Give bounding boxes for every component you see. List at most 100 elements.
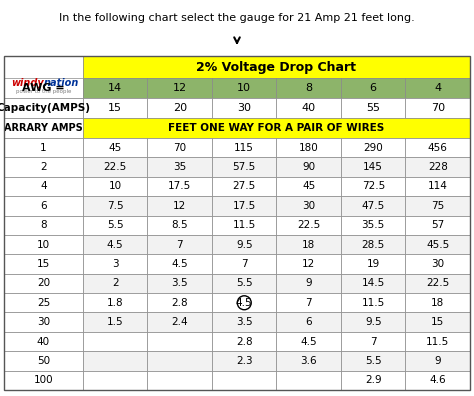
Text: 2.8: 2.8 <box>236 337 253 346</box>
Text: 2.3: 2.3 <box>236 356 253 366</box>
Bar <box>405 274 470 293</box>
Bar <box>4 371 83 390</box>
Text: 57.5: 57.5 <box>233 162 256 172</box>
Text: 30: 30 <box>431 259 444 269</box>
Bar <box>212 157 276 177</box>
Text: 15: 15 <box>37 259 50 269</box>
Bar <box>4 235 83 254</box>
Bar <box>83 56 470 78</box>
Bar <box>83 254 147 274</box>
Text: 30: 30 <box>302 201 315 211</box>
Bar <box>276 371 341 390</box>
Text: 7: 7 <box>241 259 247 269</box>
Text: 10: 10 <box>37 240 50 249</box>
Text: 70: 70 <box>431 103 445 113</box>
Bar <box>4 274 83 293</box>
Bar <box>83 98 147 118</box>
Text: 7: 7 <box>370 337 376 346</box>
Bar <box>212 332 276 351</box>
Text: 3.6: 3.6 <box>301 356 317 366</box>
Text: 35: 35 <box>173 162 186 172</box>
Bar <box>4 196 83 215</box>
Text: 15: 15 <box>108 103 122 113</box>
Bar <box>4 78 83 98</box>
Bar <box>405 235 470 254</box>
Text: 30: 30 <box>37 317 50 327</box>
Text: power to the people: power to the people <box>16 88 71 93</box>
Bar <box>276 98 341 118</box>
Bar <box>212 371 276 390</box>
Text: 10: 10 <box>109 181 122 191</box>
Text: 1: 1 <box>40 143 47 153</box>
Bar <box>212 351 276 371</box>
Bar <box>405 98 470 118</box>
Text: 114: 114 <box>428 181 447 191</box>
Bar <box>212 274 276 293</box>
Bar <box>147 371 212 390</box>
Bar <box>276 293 341 312</box>
Text: windy: windy <box>11 78 44 88</box>
Bar <box>405 215 470 235</box>
Bar <box>341 235 405 254</box>
Bar <box>405 138 470 157</box>
Bar <box>276 177 341 196</box>
Bar <box>4 332 83 351</box>
Text: 3.5: 3.5 <box>236 317 253 327</box>
Text: 8: 8 <box>40 220 47 230</box>
Bar <box>4 56 470 390</box>
Text: 1.8: 1.8 <box>107 298 124 308</box>
Text: 2: 2 <box>112 278 118 288</box>
Bar <box>147 196 212 215</box>
Text: 11.5: 11.5 <box>362 298 385 308</box>
Bar <box>83 332 147 351</box>
Bar <box>83 312 147 332</box>
Bar <box>341 78 405 98</box>
Bar <box>276 157 341 177</box>
Text: 15: 15 <box>431 317 444 327</box>
Text: 27.5: 27.5 <box>233 181 256 191</box>
Text: 7: 7 <box>176 240 183 249</box>
Bar <box>276 351 341 371</box>
Text: 14: 14 <box>108 83 122 93</box>
Text: 7: 7 <box>305 298 312 308</box>
Bar <box>341 293 405 312</box>
Text: 70: 70 <box>173 143 186 153</box>
Bar <box>341 98 405 118</box>
Bar <box>147 215 212 235</box>
Text: 4.6: 4.6 <box>429 375 446 385</box>
Bar <box>4 312 83 332</box>
Bar <box>83 78 147 98</box>
Bar <box>83 274 147 293</box>
Bar <box>212 78 276 98</box>
Bar <box>276 312 341 332</box>
Bar <box>212 293 276 312</box>
Text: 35.5: 35.5 <box>362 220 385 230</box>
Bar <box>276 78 341 98</box>
Bar <box>147 274 212 293</box>
Bar <box>4 157 83 177</box>
Text: 55: 55 <box>366 103 380 113</box>
Bar <box>405 157 470 177</box>
Bar <box>147 138 212 157</box>
Text: 45: 45 <box>109 143 122 153</box>
Text: 4: 4 <box>40 181 47 191</box>
Bar <box>147 98 212 118</box>
Text: 45: 45 <box>302 181 315 191</box>
Bar <box>83 293 147 312</box>
Bar <box>405 332 470 351</box>
Text: 115: 115 <box>234 143 254 153</box>
Text: 4.5: 4.5 <box>301 337 317 346</box>
Bar <box>276 215 341 235</box>
Text: 2.9: 2.9 <box>365 375 382 385</box>
Bar <box>405 371 470 390</box>
Text: 40: 40 <box>301 103 316 113</box>
Bar <box>341 371 405 390</box>
Text: 5.5: 5.5 <box>365 356 382 366</box>
Bar <box>83 215 147 235</box>
Bar <box>212 196 276 215</box>
Text: 4.5: 4.5 <box>107 240 124 249</box>
Text: 12: 12 <box>302 259 315 269</box>
Text: 10: 10 <box>237 83 251 93</box>
Bar <box>212 235 276 254</box>
Bar <box>147 78 212 98</box>
